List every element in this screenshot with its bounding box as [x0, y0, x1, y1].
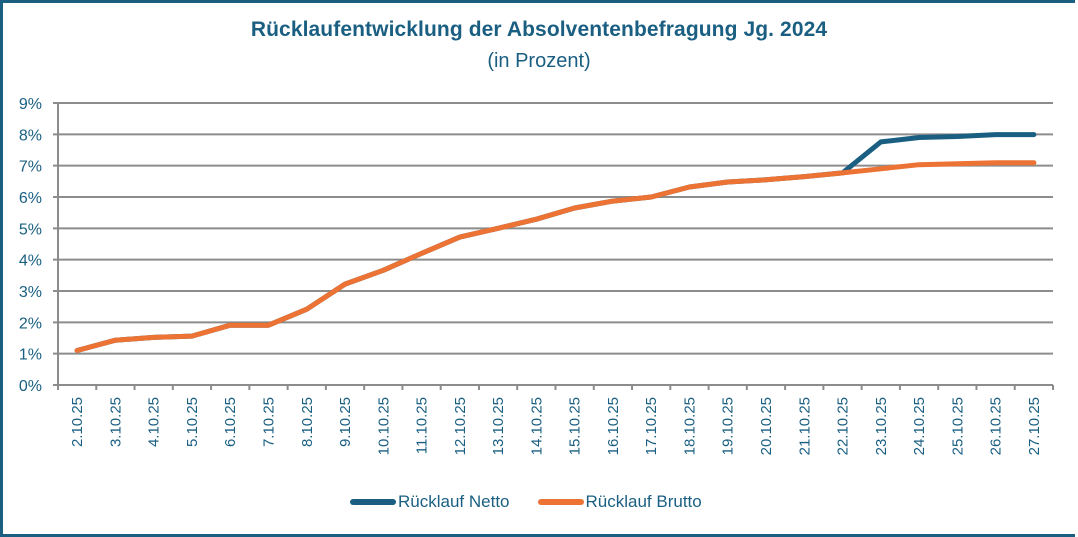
x-tick-label: 2.10.25: [69, 397, 86, 447]
series-lines: [74, 132, 1037, 353]
y-tick-label: 3%: [19, 284, 42, 301]
x-tick-label: 19.10.25: [720, 397, 737, 455]
chart-title: Rücklaufentwicklung der Absolventenbefra…: [250, 18, 828, 41]
x-tick-label: 14.10.25: [528, 397, 545, 455]
axes: [57, 103, 1054, 390]
x-tick-label: 17.10.25: [643, 397, 660, 455]
x-tick-label: 24.10.25: [911, 397, 928, 455]
y-tick-label: 5%: [19, 221, 42, 238]
x-tick-label: 22.10.25: [835, 397, 852, 455]
y-tick-label: 8%: [19, 127, 42, 144]
x-tick-label: 20.10.25: [758, 397, 775, 455]
frame-edge: [1075, 0, 1078, 537]
x-tick-label: 7.10.25: [260, 397, 277, 447]
y-tick-label: 4%: [19, 253, 42, 270]
x-axis-labels: 2.10.25 3.10.25 4.10.25 5.10.25 6.10.25 7.10.…: [69, 397, 1043, 455]
gridlines: [53, 102, 1053, 386]
x-tick-label: 10.10.25: [375, 397, 392, 455]
y-tick-label: 6%: [19, 190, 42, 207]
y-axis-labels: 0% 1% 2% 3% 4% 5% 6% 7% 8% 9%: [19, 96, 42, 395]
series-line-brutto: [74, 160, 1037, 353]
legend-item-netto[interactable]: Rücklauf Netto: [350, 492, 510, 512]
x-tick-label: 18.10.25: [681, 397, 698, 455]
legend-swatch-brutto: [537, 499, 584, 505]
y-tick-label: 9%: [19, 96, 42, 113]
legend-swatch-netto: [350, 499, 396, 505]
x-tick-label: 15.10.25: [567, 397, 584, 455]
x-tick-label: 27.10.25: [1026, 397, 1043, 455]
x-tick-label: 3.10.25: [107, 397, 124, 447]
x-tick-label: 21.10.25: [796, 397, 813, 455]
x-tick-label: 9.10.25: [337, 397, 354, 447]
legend-label-netto: Rücklauf Netto: [398, 492, 510, 511]
x-tick-label: 26.10.25: [988, 397, 1005, 455]
x-tick-label: 23.10.25: [873, 397, 890, 455]
x-tick-label: 5.10.25: [184, 397, 201, 447]
x-tick-label: 12.10.25: [452, 397, 469, 455]
x-tick-label: 6.10.25: [222, 397, 239, 447]
legend-item-brutto[interactable]: Rücklauf Brutto: [537, 492, 702, 512]
y-tick-label: 0%: [19, 378, 42, 395]
y-tick-label: 2%: [19, 315, 42, 332]
x-tick-label: 11.10.25: [414, 397, 431, 454]
chart-subtitle: (in Prozent): [487, 50, 591, 72]
legend-label-brutto: Rücklauf Brutto: [585, 492, 702, 511]
y-tick-label: 1%: [19, 347, 42, 364]
legend: Rücklauf Netto Rücklauf Brutto: [350, 492, 730, 512]
x-tick-label: 16.10.25: [605, 397, 622, 455]
x-tick-label: 8.10.25: [299, 397, 316, 447]
x-tick-label: 25.10.25: [949, 397, 966, 455]
x-tick-label: 4.10.25: [146, 397, 163, 447]
x-tick-label: 13.10.25: [490, 397, 507, 455]
y-tick-label: 7%: [19, 159, 42, 176]
